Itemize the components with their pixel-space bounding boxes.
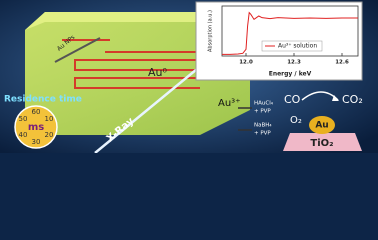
page: Au NPs Au⁰ Au³⁺ HAuCl₄ + PVP NaBH₄ + PVP… <box>0 0 378 153</box>
xray-beam <box>94 59 209 153</box>
x-tick-label: 12.3 <box>287 60 301 66</box>
arrow-head <box>332 95 339 101</box>
plot-area <box>221 5 359 57</box>
support <box>283 133 362 151</box>
residence-label: Residence time <box>4 95 82 105</box>
au3-label: Au³⁺ <box>218 98 240 109</box>
o2-label: O₂ <box>290 115 302 126</box>
au0-label: Au⁰ <box>148 66 167 79</box>
spectrum-line <box>222 11 358 55</box>
y-axis-label: Absorption (a.u.) <box>208 10 214 52</box>
clock-number: 60 <box>32 108 41 116</box>
x-tick-label: 12.6 <box>335 60 349 66</box>
clock-number: 20 <box>45 131 54 139</box>
inlet-lines <box>238 107 252 131</box>
nabh4-label: NaBH₄ <box>254 123 272 129</box>
clock-number: 30 <box>32 138 41 146</box>
chip <box>25 12 250 135</box>
co-label: CO <box>284 93 301 106</box>
outlet-arrow <box>54 37 101 63</box>
clock-number: 50 <box>19 115 28 123</box>
clock-face <box>14 105 58 149</box>
x-axis-label: Energy / keV <box>269 71 312 78</box>
pvp-label: + PVP <box>254 131 271 137</box>
chip-top <box>25 12 250 30</box>
graphic: Au NPs Au⁰ Au³⁺ HAuCl₄ + PVP NaBH₄ + PVP… <box>0 0 378 153</box>
x-tick-label: 12.0 <box>239 60 253 66</box>
support-label: TiO₂ <box>310 138 333 149</box>
clock-number: 40 <box>19 131 28 139</box>
clock-number: 10 <box>45 115 54 123</box>
clock-unit: ms <box>28 122 44 133</box>
au-label: Au <box>315 121 328 131</box>
au-particle <box>309 116 335 134</box>
pvp-label: + PVP <box>254 109 271 115</box>
legend-label: Au³⁺ solution <box>278 43 317 50</box>
hauCl4-label: HAuCl₄ <box>254 101 274 107</box>
co2-label: CO₂ <box>342 93 363 106</box>
legend-box <box>261 40 323 52</box>
